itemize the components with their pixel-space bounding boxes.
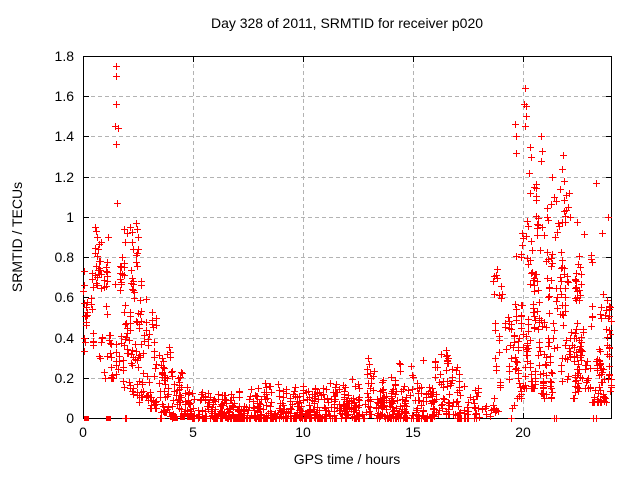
y-tick-label: 1.4 — [55, 128, 75, 144]
x-tick-label: 0 — [79, 424, 87, 440]
axis-ticks — [83, 56, 611, 419]
y-tick-label: 1 — [66, 209, 74, 225]
scatter-points — [80, 63, 615, 422]
grid-lines — [84, 57, 610, 417]
zero-square-marker — [173, 416, 178, 421]
plot-border — [83, 56, 612, 419]
zero-square-marker — [84, 416, 89, 421]
x-axis-label: GPS time / hours — [293, 451, 401, 467]
y-tick-label: 0.2 — [55, 370, 75, 386]
x-tick-label: 15 — [405, 424, 421, 440]
y-tick-label: 0 — [66, 410, 74, 426]
x-tick-label: 5 — [189, 424, 197, 440]
y-tick-label: 0.8 — [55, 249, 75, 265]
x-tick-label: 10 — [295, 424, 311, 440]
y-tick-label: 1.8 — [55, 48, 75, 64]
zero-square-marker — [106, 416, 111, 421]
y-tick-label: 1.2 — [55, 169, 75, 185]
x-tick-label: 20 — [515, 424, 531, 440]
y-tick-label: 0.6 — [55, 289, 75, 305]
y-tick-label: 0.4 — [55, 330, 75, 346]
y-tick-label: 1.6 — [55, 88, 75, 104]
chart-title: Day 328 of 2011, SRMTID for receiver p02… — [210, 15, 484, 31]
